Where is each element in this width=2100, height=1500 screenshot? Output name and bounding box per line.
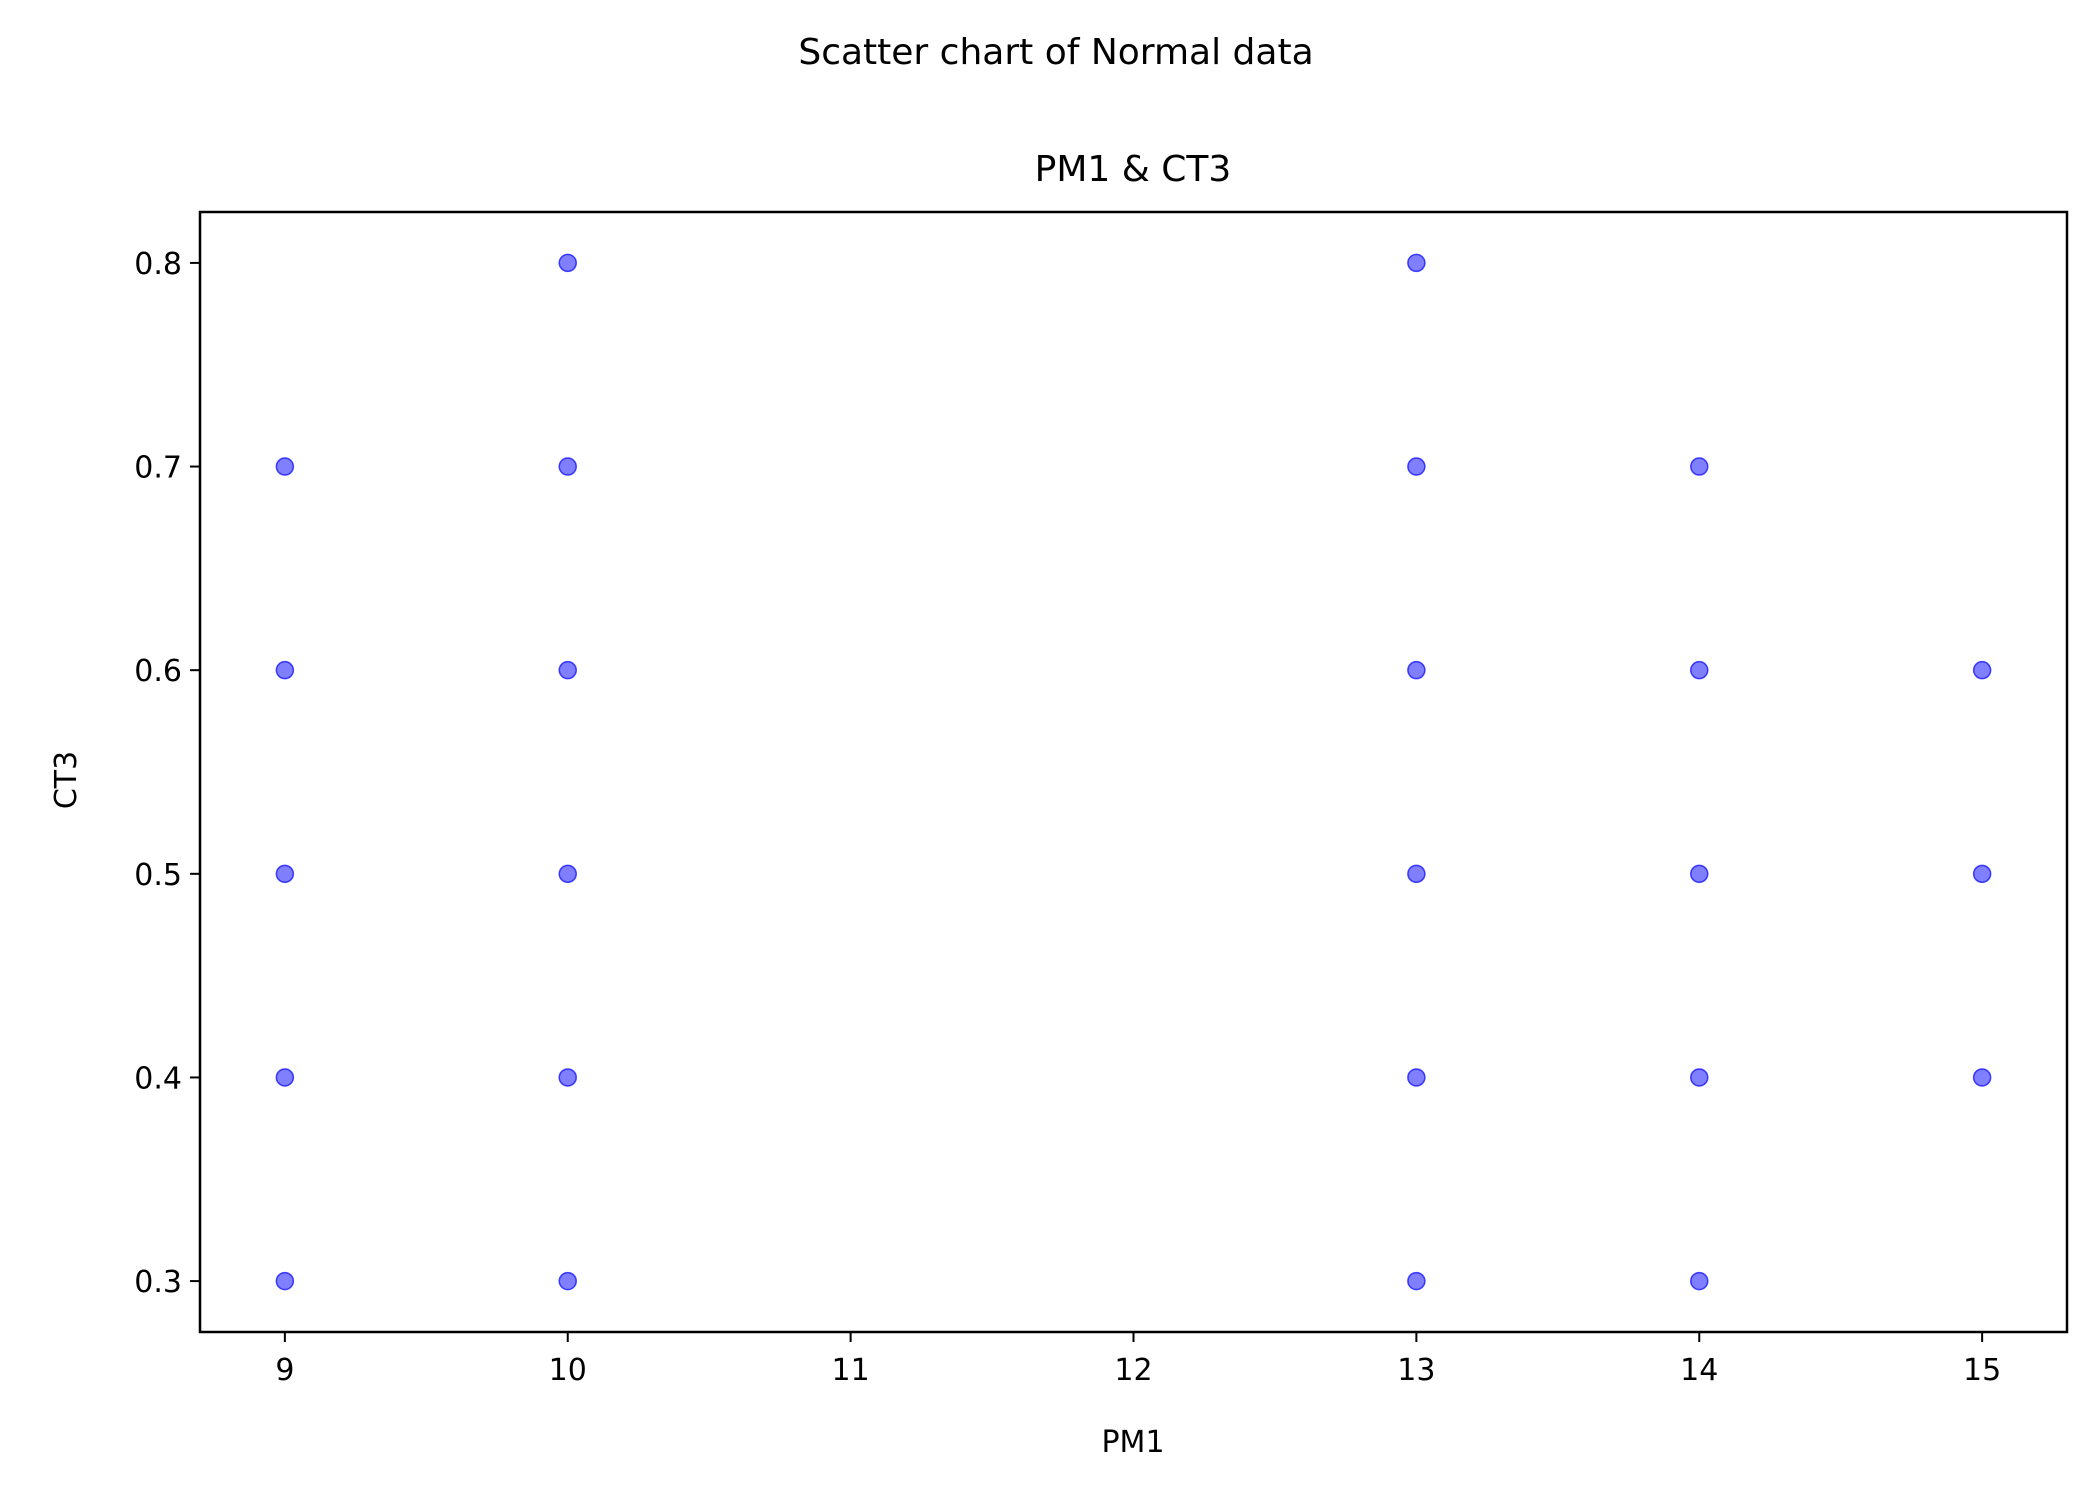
y-axis-ticks: 0.3 0.4 0.5 0.6 0.7 0.8 [134, 247, 200, 1300]
scatter-point [1972, 660, 1992, 680]
scatter-point [1690, 457, 1709, 476]
y-tick-label: 0.4 [134, 1061, 182, 1096]
y-axis-label: CT3 [49, 751, 84, 809]
scatter-point [1407, 1271, 1426, 1291]
scatter-point [275, 660, 295, 680]
x-tick-label: 10 [549, 1353, 587, 1388]
scatter-point [558, 1271, 577, 1291]
scatter-point [1690, 1068, 1709, 1087]
x-tick-label: 9 [275, 1353, 294, 1388]
y-tick-label: 0.5 [134, 858, 182, 893]
y-tick-label: 0.3 [134, 1265, 182, 1300]
scatter-point [1407, 1068, 1426, 1087]
scatter-point [275, 457, 295, 476]
chart-title: PM1 & CT3 [1035, 149, 1232, 190]
x-axis-label: PM1 [1101, 1425, 1164, 1460]
scatter-point [1690, 1271, 1709, 1291]
scatter-point [1407, 660, 1426, 680]
scatter-point [558, 1068, 577, 1087]
scatter-point [558, 457, 577, 476]
points-layer [275, 253, 1992, 1291]
scatter-point [1690, 864, 1709, 884]
scatter-point [558, 660, 577, 680]
x-axis-ticks: 9 10 11 12 13 14 15 [275, 1332, 2001, 1388]
scatter-point [275, 1271, 295, 1291]
scatter-point [275, 1068, 295, 1087]
chart-suptitle: Scatter chart of Normal data [798, 32, 1313, 73]
scatter-point [275, 864, 295, 884]
x-tick-label: 13 [1397, 1353, 1435, 1388]
scatter-point [1407, 253, 1426, 273]
scatter-point [1972, 1068, 1992, 1087]
y-tick-label: 0.7 [134, 451, 182, 486]
scatter-point [558, 253, 577, 273]
scatter-point [1972, 864, 1992, 884]
scatter-point [1407, 864, 1426, 884]
x-tick-label: 14 [1680, 1353, 1718, 1388]
x-tick-label: 15 [1963, 1353, 2001, 1388]
x-tick-label: 12 [1114, 1353, 1152, 1388]
y-tick-label: 0.8 [134, 247, 182, 282]
y-tick-label: 0.6 [134, 654, 182, 689]
scatter-point [1690, 660, 1709, 680]
scatter-point [558, 864, 577, 884]
x-tick-label: 11 [832, 1353, 870, 1388]
scatter-point [1407, 457, 1426, 476]
